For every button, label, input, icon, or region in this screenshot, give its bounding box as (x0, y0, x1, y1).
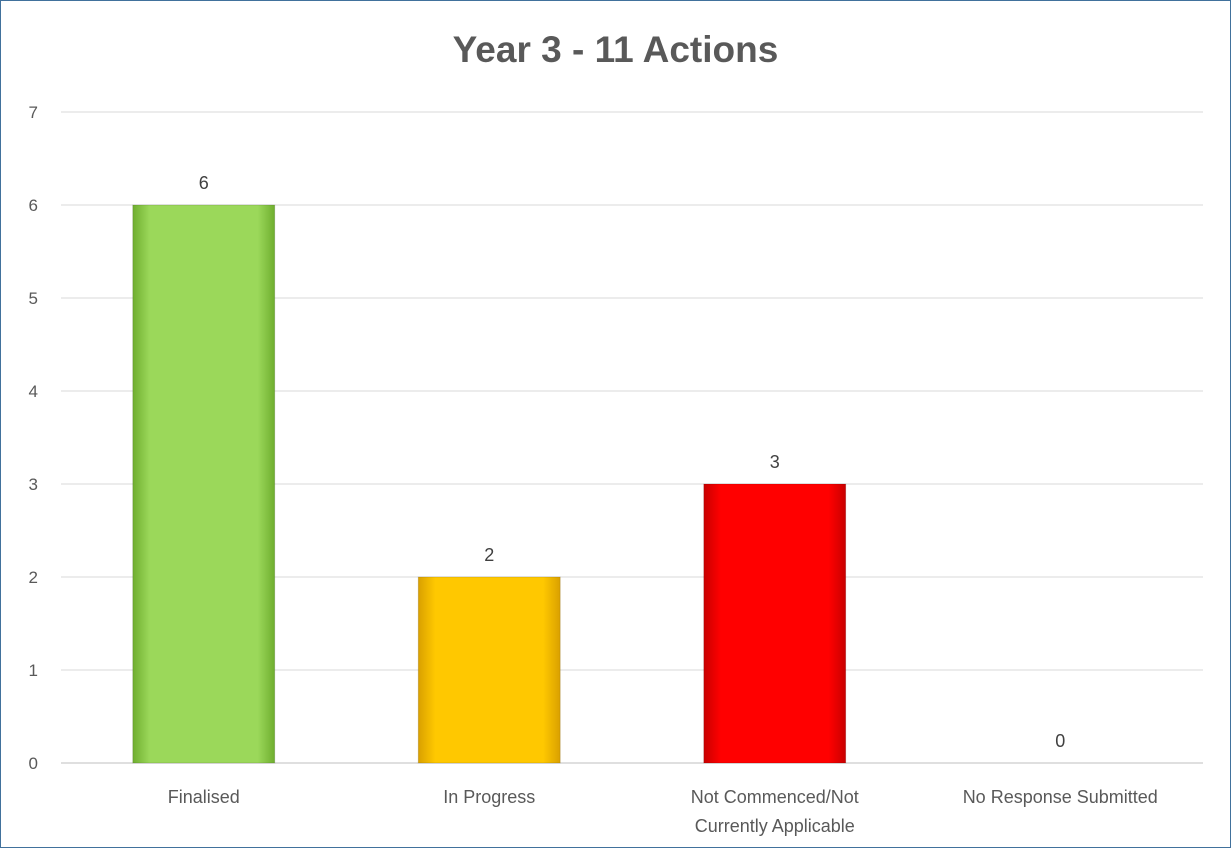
y-tick-label: 6 (29, 196, 38, 215)
data-label: 6 (199, 173, 209, 193)
data-label: 0 (1055, 731, 1065, 751)
category-label: No Response Submitted (963, 787, 1158, 807)
category-label: Currently Applicable (695, 816, 855, 836)
bar-in-progress (417, 576, 561, 764)
y-tick-label: 0 (29, 754, 38, 773)
y-tick-label: 2 (29, 568, 38, 587)
category-label: Finalised (168, 787, 240, 807)
bar-finalised (132, 204, 276, 764)
chart-title: Year 3 - 11 Actions (452, 29, 779, 70)
data-label: 3 (770, 452, 780, 472)
bar-not-commenced-not-currently-applicable (703, 483, 847, 764)
y-tick-label: 7 (29, 103, 38, 122)
y-tick-label: 5 (29, 289, 38, 308)
data-label: 2 (484, 545, 494, 565)
y-tick-label: 3 (29, 475, 38, 494)
y-tick-label: 4 (29, 382, 38, 401)
category-label: Not Commenced/Not (691, 787, 859, 807)
category-label: In Progress (443, 787, 535, 807)
y-tick-label: 1 (29, 661, 38, 680)
